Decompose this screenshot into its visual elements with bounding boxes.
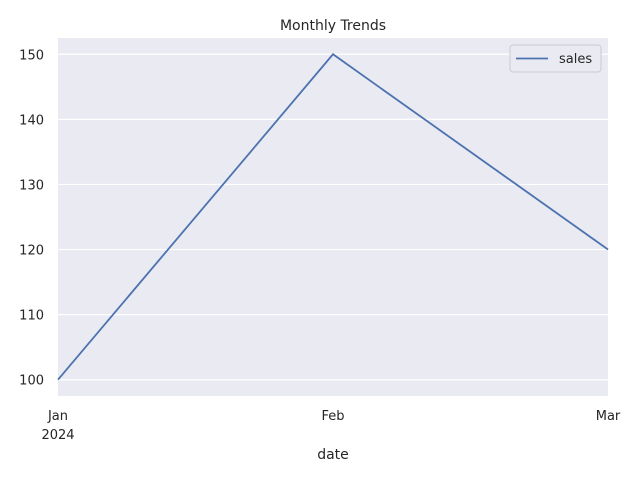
x-tick-year-label: 2024 [41, 428, 74, 443]
y-tick-label: 150 [19, 48, 44, 63]
y-tick-label: 130 [19, 178, 44, 193]
legend-box [509, 44, 602, 73]
x-axis-ticks: Jan Feb Mar 2024 [41, 409, 620, 443]
legend: sales [509, 44, 602, 73]
legend-label-sales: sales [559, 52, 592, 67]
y-tick-label: 140 [19, 113, 44, 128]
x-axis-label: date [317, 447, 349, 463]
x-tick-label: Jan [47, 409, 68, 424]
plot-background [58, 38, 608, 396]
chart-title: Monthly Trends [280, 18, 386, 34]
y-tick-label: 110 [19, 309, 44, 324]
y-axis-ticks: 100 110 120 130 140 150 [19, 48, 44, 388]
y-tick-label: 100 [19, 374, 44, 389]
y-tick-label: 120 [19, 244, 44, 259]
x-tick-label: Feb [321, 409, 344, 424]
series-line-sales [57, 53, 609, 381]
x-tick-label: Mar [596, 409, 621, 424]
